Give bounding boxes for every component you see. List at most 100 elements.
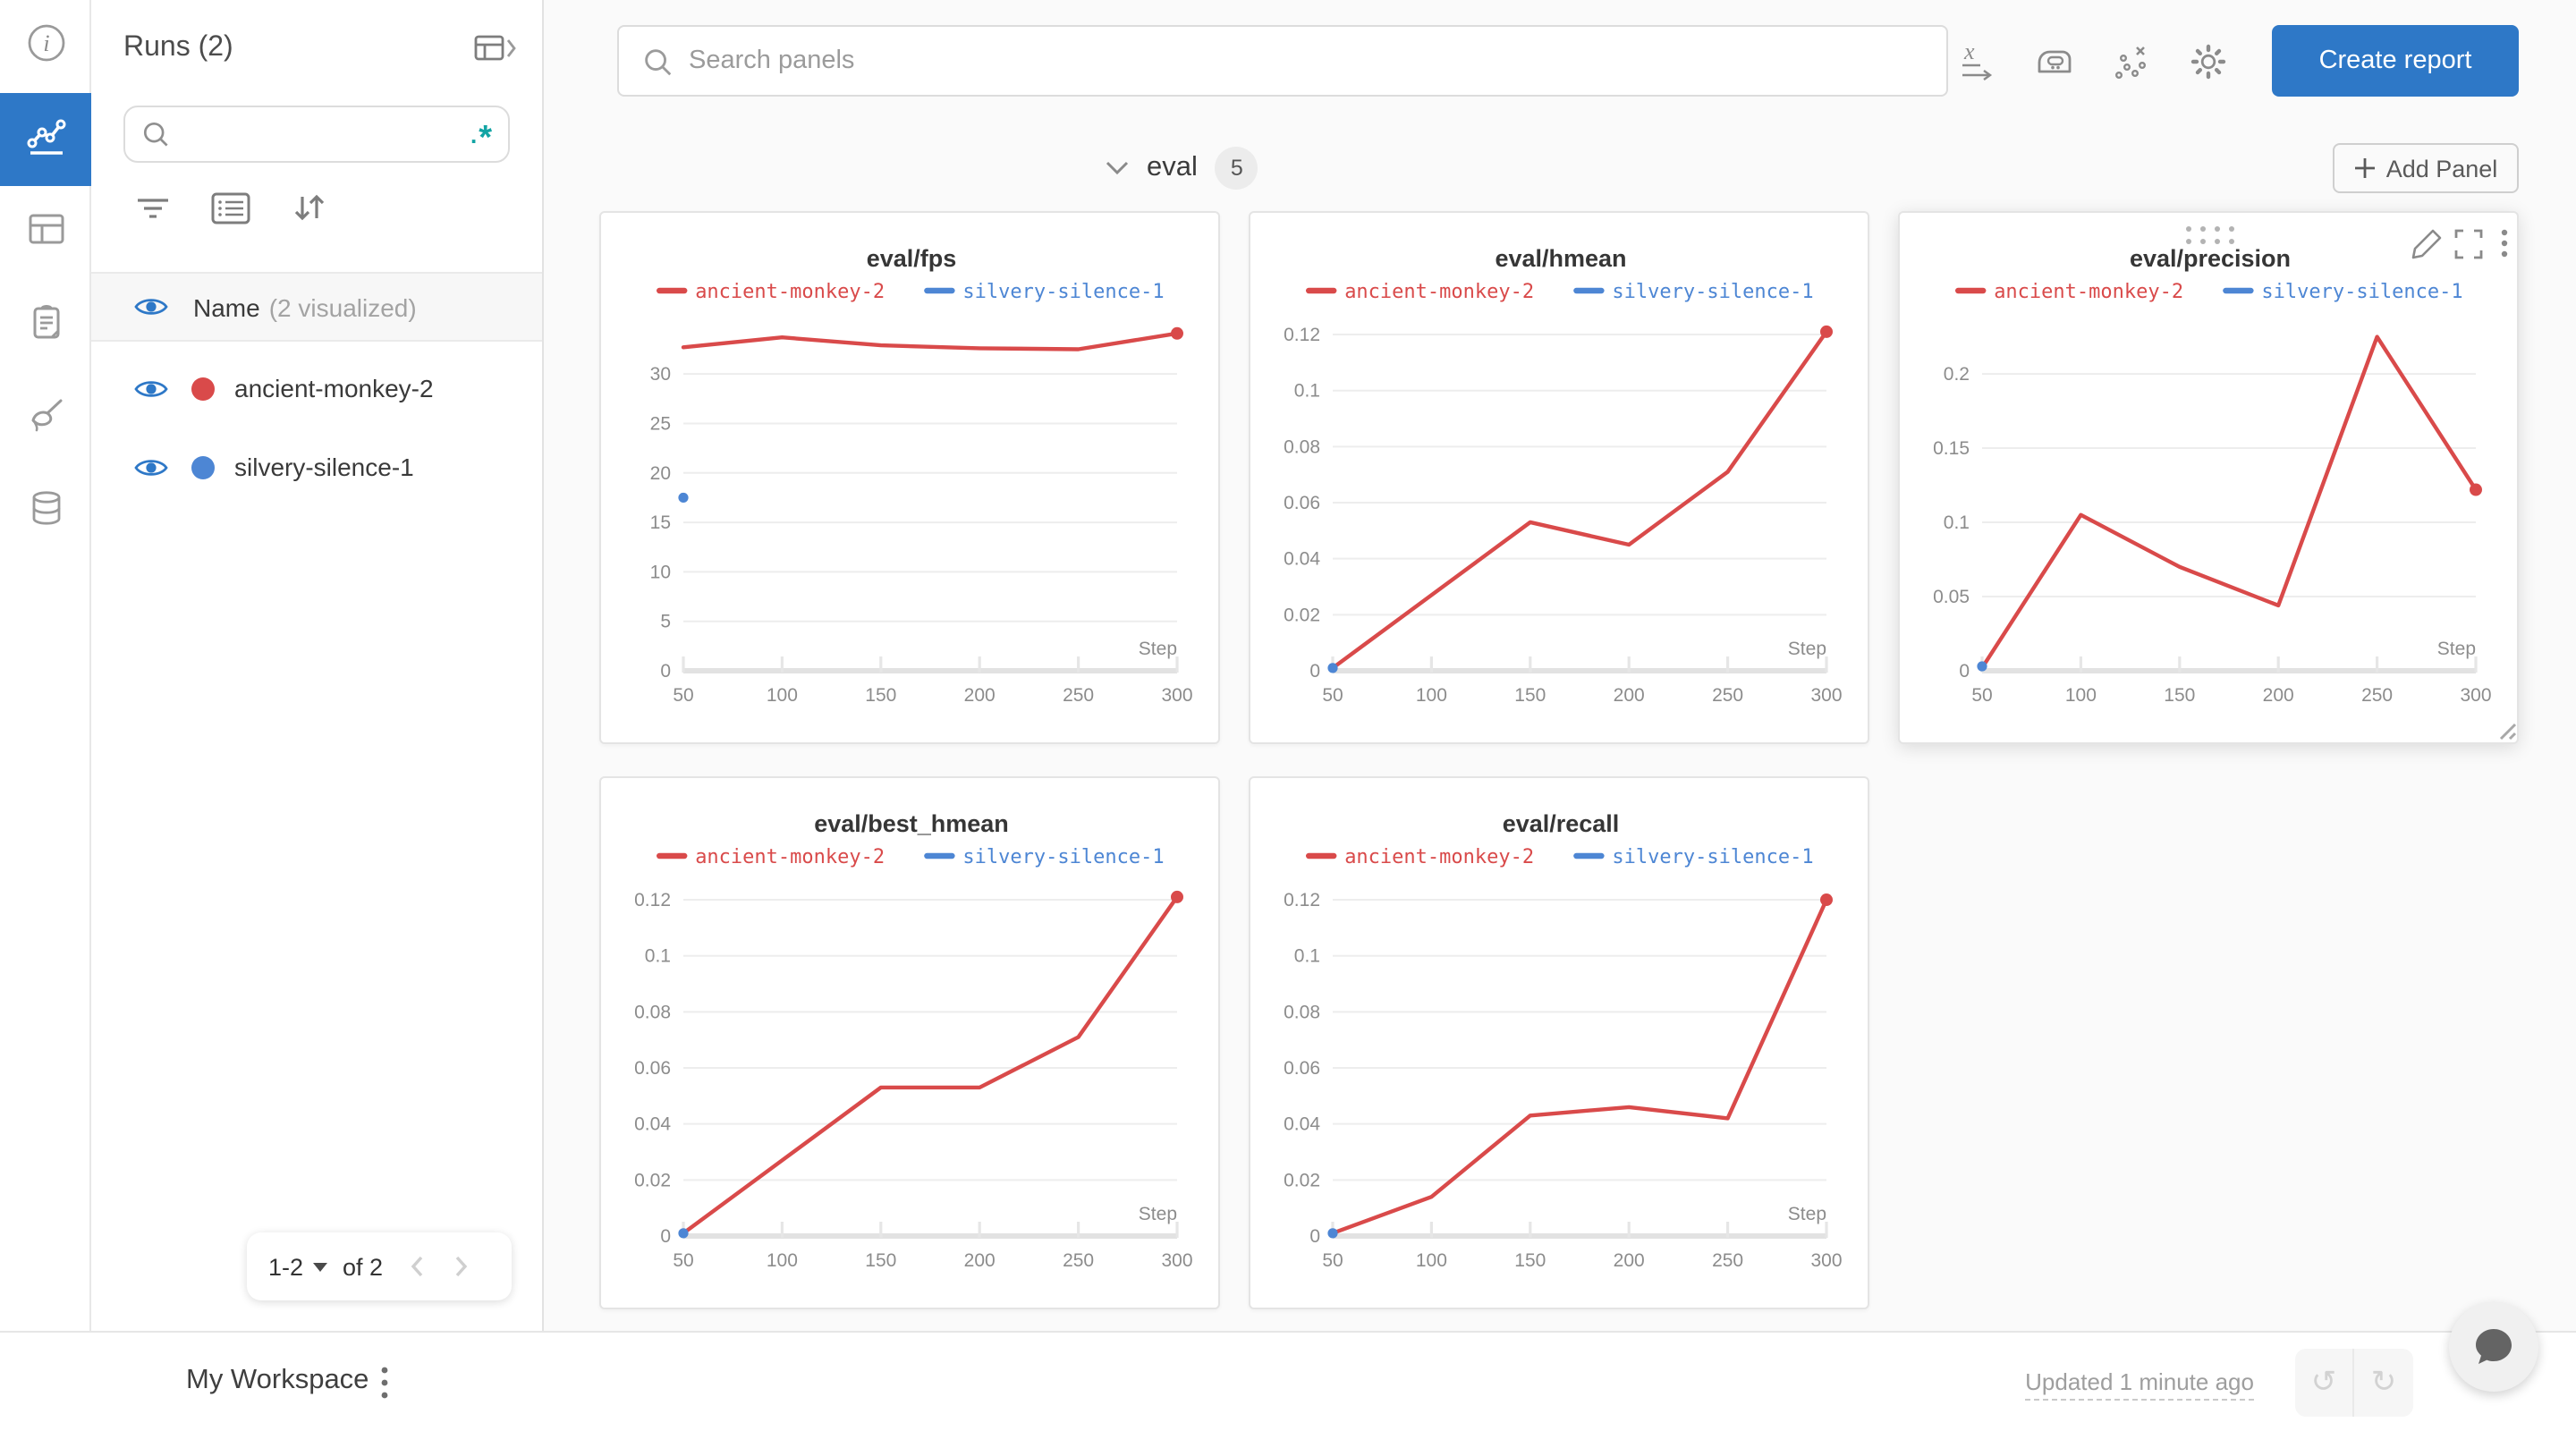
svg-text:0: 0 bbox=[1309, 1226, 1320, 1247]
legend-item-ancient-monkey-2[interactable]: ancient-monkey-2 bbox=[1305, 846, 1534, 868]
help-chat-button[interactable] bbox=[2449, 1302, 2538, 1392]
svg-text:250: 250 bbox=[1063, 1250, 1094, 1271]
undo-button[interactable]: ↺ bbox=[2295, 1349, 2354, 1417]
chart-eval-best-hmean: 0 0.02 0.04 0.06 0.08 0.1 0.12 50 100 150 200 250 30… bbox=[634, 810, 1192, 1271]
section-header-eval: eval 5 bbox=[1106, 147, 1258, 190]
panel-search-input[interactable] bbox=[689, 47, 1925, 75]
svg-text:200: 200 bbox=[964, 685, 996, 706]
redo-button[interactable]: ↻ bbox=[2370, 1365, 2397, 1399]
section-name[interactable]: eval bbox=[1147, 152, 1198, 182]
svg-text:30: 30 bbox=[650, 364, 671, 385]
svg-text:0: 0 bbox=[1309, 661, 1320, 682]
nav-logs-button[interactable] bbox=[0, 279, 91, 372]
pagination-range-dropdown[interactable]: 1-2 bbox=[268, 1253, 327, 1280]
pagination-next-button[interactable] bbox=[451, 1252, 472, 1281]
run-color-dot[interactable] bbox=[191, 377, 215, 400]
plus-icon bbox=[2354, 158, 2375, 178]
svg-text:0.06: 0.06 bbox=[1284, 493, 1320, 513]
legend-item-ancient-monkey-2[interactable]: ancient-monkey-2 bbox=[656, 846, 885, 868]
svg-text:ancient-monkey-2: ancient-monkey-2 bbox=[1344, 846, 1534, 868]
caret-down-icon bbox=[312, 1262, 327, 1271]
create-report-button[interactable]: Create report bbox=[2272, 25, 2519, 97]
pagination-prev-button[interactable] bbox=[406, 1252, 428, 1281]
visibility-eye-icon[interactable] bbox=[134, 377, 168, 400]
run-row: ancient-monkey-2 bbox=[91, 352, 542, 424]
svg-text:0.04: 0.04 bbox=[634, 1114, 671, 1135]
legend-item-silvery-silence-1[interactable]: silvery-silence-1 bbox=[1573, 846, 1814, 868]
chart-eval-hmean: 0 0.02 0.04 0.06 0.08 0.1 0.12 50 100 150 200 250 30… bbox=[1284, 245, 1842, 706]
nav-table-button[interactable] bbox=[0, 186, 91, 279]
resize-handle[interactable] bbox=[2499, 723, 2517, 741]
runs-header-label: Name bbox=[193, 292, 260, 321]
legend-item-silvery-silence-1[interactable]: silvery-silence-1 bbox=[1573, 281, 1814, 303]
chat-bubble-icon bbox=[2470, 1324, 2517, 1370]
smoothing-iron-icon[interactable] bbox=[2034, 41, 2075, 82]
info-icon: i bbox=[24, 21, 67, 72]
workspace-kebab-menu[interactable] bbox=[372, 1361, 397, 1413]
legend-item-ancient-monkey-2[interactable]: ancient-monkey-2 bbox=[1954, 281, 2183, 303]
svg-text:Step: Step bbox=[2437, 639, 2476, 659]
chevron-down-icon[interactable] bbox=[1106, 161, 1129, 175]
svg-text:100: 100 bbox=[1416, 685, 1447, 706]
legend-item-ancient-monkey-2[interactable]: ancient-monkey-2 bbox=[1305, 281, 1534, 303]
run-name[interactable]: silvery-silence-1 bbox=[234, 453, 414, 481]
x-axis-icon[interactable]: x bbox=[1959, 41, 1998, 82]
edit-pencil-icon[interactable] bbox=[2411, 229, 2442, 259]
svg-text:0.04: 0.04 bbox=[1284, 1114, 1320, 1135]
svg-text:100: 100 bbox=[1416, 1250, 1447, 1271]
regex-toggle[interactable]: .* bbox=[470, 120, 494, 157]
panel-eval-hmean[interactable]: 0 0.02 0.04 0.06 0.08 0.1 0.12 50 100 150 200 250 30… bbox=[1249, 211, 1869, 744]
svg-text:0: 0 bbox=[1959, 661, 1970, 682]
runs-pagination: 1-2 of 2 bbox=[247, 1232, 512, 1300]
legend-item-silvery-silence-1[interactable]: silvery-silence-1 bbox=[2223, 281, 2463, 303]
svg-text:50: 50 bbox=[673, 685, 693, 706]
bottom-bar: My Workspace Updated 1 minute ago ↺ ↻ bbox=[0, 1331, 2576, 1431]
panel-eval-precision[interactable]: 0 0.05 0.1 0.15 0.2 50 100 150 200 250 300 Step eval… bbox=[1898, 211, 2519, 744]
table-icon bbox=[24, 207, 67, 258]
outliers-icon[interactable] bbox=[2111, 41, 2152, 82]
svg-text:200: 200 bbox=[964, 1250, 996, 1271]
group-list-icon[interactable] bbox=[211, 191, 250, 224]
drag-handle-icon[interactable] bbox=[2186, 226, 2234, 244]
nav-charts-button[interactable] bbox=[0, 93, 91, 186]
panel-eval-fps[interactable]: 0 5 10 15 20 25 30 50 100 150 200 250 300 Step eval/fp… bbox=[599, 211, 1220, 744]
run-color-dot[interactable] bbox=[191, 455, 215, 478]
svg-text:silvery-silence-1: silvery-silence-1 bbox=[1612, 281, 1813, 303]
svg-text:15: 15 bbox=[650, 512, 671, 533]
run-name[interactable]: ancient-monkey-2 bbox=[234, 374, 434, 402]
add-panel-button[interactable]: Add Panel bbox=[2333, 143, 2519, 193]
runs-table-expand-icon[interactable] bbox=[474, 32, 517, 64]
panel-eval-best-hmean[interactable]: 0 0.02 0.04 0.06 0.08 0.1 0.12 50 100 150 200 250 30… bbox=[599, 776, 1220, 1309]
svg-text:300: 300 bbox=[1810, 1250, 1842, 1271]
legend-item-silvery-silence-1[interactable]: silvery-silence-1 bbox=[924, 846, 1165, 868]
visibility-eye-icon[interactable] bbox=[134, 295, 168, 318]
updated-timestamp[interactable]: Updated 1 minute ago bbox=[2025, 1368, 2254, 1401]
svg-text:ancient-monkey-2: ancient-monkey-2 bbox=[695, 281, 885, 303]
svg-text:200: 200 bbox=[1614, 1250, 1645, 1271]
runs-toolbar bbox=[134, 190, 329, 225]
svg-text:250: 250 bbox=[1712, 685, 1743, 706]
fullscreen-icon[interactable] bbox=[2454, 229, 2483, 259]
filter-icon[interactable] bbox=[134, 190, 172, 225]
svg-text:0.02: 0.02 bbox=[634, 1170, 671, 1190]
svg-text:0.08: 0.08 bbox=[1284, 436, 1320, 457]
legend-item-ancient-monkey-2[interactable]: ancient-monkey-2 bbox=[656, 281, 885, 303]
svg-text:0.02: 0.02 bbox=[1284, 1170, 1320, 1190]
runs-search-input[interactable] bbox=[172, 121, 470, 148]
settings-gear-icon[interactable] bbox=[2188, 41, 2229, 82]
nav-info-button[interactable]: i bbox=[0, 0, 91, 93]
sort-icon[interactable] bbox=[290, 190, 329, 225]
visibility-eye-icon[interactable] bbox=[134, 455, 168, 478]
pagination-of-label: of 2 bbox=[343, 1253, 384, 1280]
svg-text:0.04: 0.04 bbox=[1284, 549, 1320, 570]
nav-rail: i bbox=[0, 0, 91, 1331]
svg-text:50: 50 bbox=[1322, 685, 1343, 706]
nav-artifacts-button[interactable] bbox=[0, 465, 91, 558]
panel-kebab-menu-icon[interactable] bbox=[2501, 229, 2508, 258]
nav-sweeps-button[interactable] bbox=[0, 372, 91, 465]
legend-item-silvery-silence-1[interactable]: silvery-silence-1 bbox=[924, 281, 1165, 303]
chart-title: eval/recall bbox=[1503, 810, 1620, 837]
svg-text:150: 150 bbox=[1514, 1250, 1546, 1271]
panel-eval-recall[interactable]: 0 0.02 0.04 0.06 0.08 0.1 0.12 50 100 150 200 250 30… bbox=[1249, 776, 1869, 1309]
